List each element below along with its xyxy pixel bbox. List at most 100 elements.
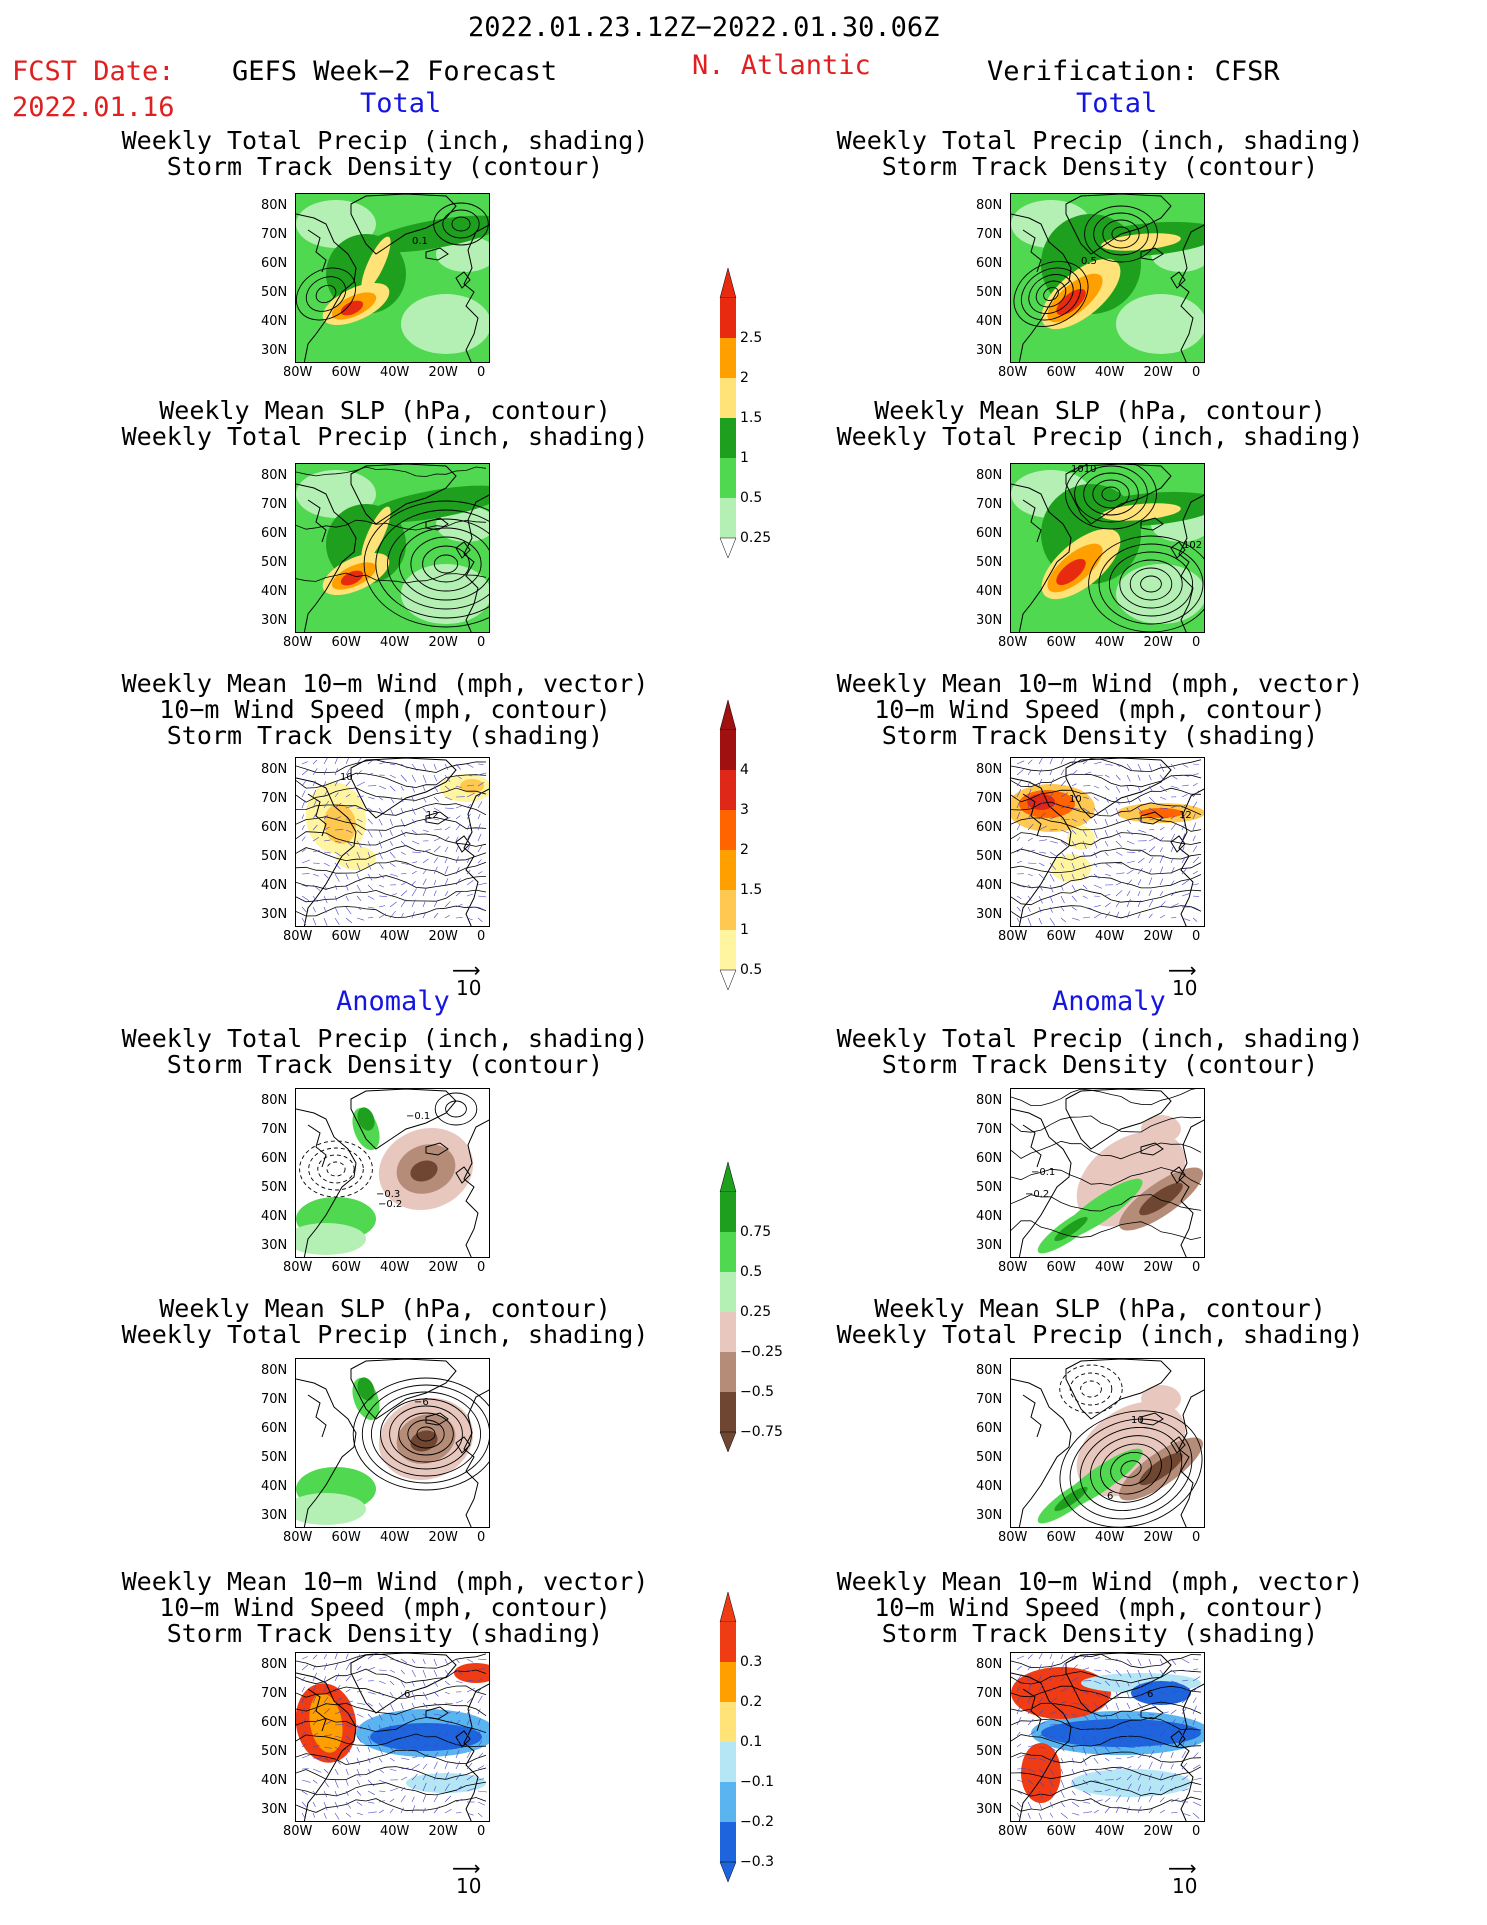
lon-tick-label: 0	[1192, 1260, 1201, 1275]
panel-title: Weekly Total Precip (inch, shading) Storm…	[820, 1026, 1380, 1078]
wind-vector	[356, 895, 362, 901]
wind-vector	[1159, 1658, 1164, 1665]
colorbar-label: 1.5	[740, 410, 763, 426]
wind-vector	[1038, 800, 1045, 809]
lat-tick-label: 70N	[976, 1392, 1003, 1407]
contour-line	[296, 1653, 487, 1669]
wind-vector	[433, 1723, 441, 1726]
wind-vector	[1104, 807, 1109, 815]
wind-vector	[1082, 916, 1091, 919]
wind-vector	[1016, 769, 1024, 776]
colorbar-swatch	[720, 730, 736, 770]
colorbar-swatch	[720, 1312, 736, 1352]
panel-title: Weekly Total Precip (inch, shading) Storm…	[105, 128, 665, 180]
wind-vector	[422, 1774, 426, 1781]
wind-vector	[1038, 1746, 1046, 1749]
colorbar-label: −0.25	[740, 1344, 783, 1360]
lon-tick-label: 60W	[1046, 1824, 1076, 1839]
wind-vector	[1126, 1658, 1132, 1666]
wind-vector	[411, 818, 416, 824]
wind-vector	[1060, 818, 1070, 820]
wind-vector	[1027, 1812, 1031, 1819]
wind-vector	[323, 851, 331, 854]
wind-vector	[433, 1691, 439, 1697]
wind-vector	[312, 1672, 317, 1682]
lon-tick-label: 20W	[1143, 1530, 1173, 1545]
wind-vector	[466, 834, 470, 842]
contour-line	[296, 759, 487, 773]
wind-vector	[1203, 1791, 1204, 1792]
wind-vector	[1049, 1790, 1053, 1798]
wind-vector	[323, 1779, 329, 1788]
coastline-greenland	[350, 1089, 457, 1150]
wind-vector	[1170, 774, 1178, 780]
contour-line	[296, 466, 487, 477]
contour-label: −0.2	[1025, 1189, 1049, 1200]
contour-line	[1011, 1115, 1202, 1133]
wind-vector	[323, 895, 328, 904]
wind-vector	[466, 1751, 471, 1759]
wind-vector	[422, 1702, 428, 1709]
wind-vector	[1060, 1790, 1065, 1798]
wind-vector	[422, 1763, 428, 1770]
wind-vector	[488, 818, 489, 819]
wind-vector	[1203, 1780, 1204, 1781]
wind-vector	[1115, 1680, 1120, 1688]
wind-vector	[345, 840, 353, 847]
colorbar-swatch	[720, 498, 736, 538]
wind-vector	[411, 880, 416, 886]
wind-vector	[367, 829, 373, 838]
wind-vector	[323, 1653, 327, 1660]
wind-vector	[488, 1780, 489, 1781]
wind-vector	[378, 1790, 386, 1792]
wind-vector	[1016, 1731, 1021, 1737]
lon-tick-label: 60W	[331, 635, 361, 650]
wind-vector	[1027, 917, 1032, 926]
wind-vector	[323, 906, 327, 913]
colorbar-swatch	[720, 1782, 736, 1822]
wind-vector	[312, 849, 320, 853]
lat-tick-label: 70N	[261, 791, 288, 806]
contour-line	[1069, 1418, 1193, 1520]
wind-vector	[1060, 780, 1067, 787]
contour-line	[296, 1702, 487, 1717]
lat-tick-label: 60N	[976, 256, 1003, 271]
shading-region	[410, 1160, 438, 1182]
wind-vector	[378, 840, 383, 849]
wind-vector	[1170, 845, 1174, 853]
panel-title-line: Weekly Mean SLP (hPa, contour)	[159, 396, 611, 425]
wind-vector	[1104, 774, 1110, 778]
lat-tick-label: 60N	[261, 526, 288, 541]
colorbar-track-total	[719, 700, 737, 990]
wind-vector	[400, 1735, 408, 1743]
lon-tick-label: 40W	[380, 929, 410, 944]
wind-vector	[455, 1669, 463, 1675]
wind-vector	[433, 1771, 438, 1781]
coastline-greenland	[350, 1653, 457, 1714]
wind-vector	[345, 1768, 349, 1776]
wind-vector	[1126, 796, 1131, 805]
map-canvas	[296, 464, 489, 632]
wind-vector	[1181, 1719, 1185, 1726]
wind-vector	[378, 895, 388, 897]
wind-vector	[1093, 829, 1098, 839]
contour-line	[1011, 1220, 1202, 1241]
wind-vector	[312, 824, 318, 831]
wind-vector	[1104, 1702, 1109, 1710]
wind-vector	[1082, 807, 1090, 813]
wind-vector	[1192, 856, 1200, 864]
wind-vector	[1203, 885, 1204, 886]
contour-line	[1011, 847, 1202, 861]
wind-vector	[1049, 862, 1057, 870]
wind-vector	[356, 1690, 363, 1693]
shading-region	[1071, 1769, 1191, 1797]
colorbar-cap-top	[719, 700, 737, 731]
contour-line	[296, 519, 487, 531]
shading-region	[1051, 854, 1091, 882]
wind-vector	[1016, 1801, 1023, 1809]
wind-vector	[323, 758, 328, 765]
contour-line	[1084, 205, 1158, 263]
wind-vector	[455, 1812, 462, 1814]
colorbar-label: 0.3	[740, 1654, 763, 1670]
